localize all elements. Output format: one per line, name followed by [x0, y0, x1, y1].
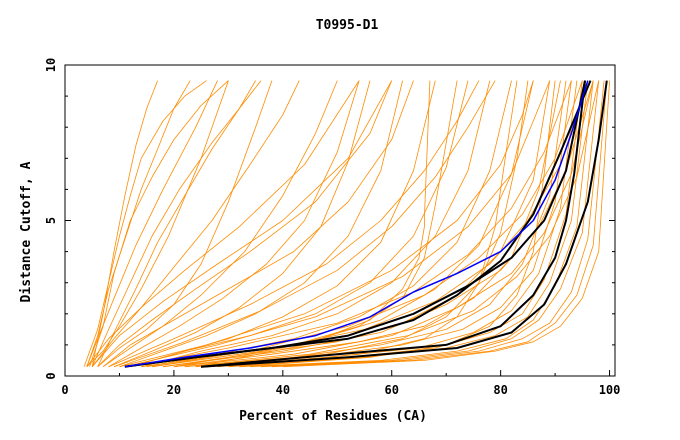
series-line-2 — [89, 80, 229, 367]
series-line-39 — [108, 80, 480, 368]
series-line-44 — [91, 80, 393, 367]
x-tick-label: 20 — [167, 383, 181, 397]
x-tick-label: 40 — [276, 383, 290, 397]
series-line-54 — [124, 80, 589, 368]
x-tick-label: 60 — [385, 383, 399, 397]
series-line-5 — [91, 80, 262, 367]
series-line-7 — [97, 80, 256, 367]
series-line-41 — [97, 80, 393, 367]
series-line-19 — [162, 80, 551, 368]
series-line-35 — [173, 80, 594, 368]
series-line-52 — [201, 80, 586, 368]
series-line-27 — [250, 80, 600, 368]
x-tick-label: 0 — [61, 383, 68, 397]
series-line-11 — [108, 80, 360, 368]
series-line-38 — [124, 80, 551, 368]
y-tick-label: 0 — [44, 372, 58, 379]
series-line-45 — [201, 80, 529, 368]
series-line-30 — [282, 80, 610, 368]
series-line-17 — [146, 80, 512, 368]
series-line-31 — [130, 80, 572, 368]
series-line-29 — [271, 80, 608, 368]
series-line-8 — [91, 80, 300, 367]
series-line-13 — [119, 80, 403, 368]
series-line-26 — [239, 80, 594, 368]
x-tick-label: 100 — [599, 383, 621, 397]
series-line-28 — [260, 80, 605, 368]
series-line-10 — [102, 80, 338, 368]
series-line-20 — [173, 80, 561, 368]
series-line-37 — [119, 80, 534, 368]
series-line-6 — [86, 80, 229, 367]
x-axis-label: Percent of Residues (CA) — [239, 409, 427, 424]
series-line-46 — [228, 80, 518, 368]
series-line-16 — [141, 80, 491, 368]
series-line-12 — [113, 80, 371, 368]
series-line-43 — [86, 80, 360, 367]
series-line-3 — [91, 80, 158, 367]
series-line-53 — [201, 80, 608, 368]
series-line-36 — [184, 80, 600, 368]
series-line-51 — [124, 80, 592, 368]
series-line-4 — [86, 80, 218, 367]
series-line-21 — [184, 80, 567, 368]
y-tick-label: 5 — [44, 217, 58, 224]
series-line-1 — [86, 80, 191, 367]
x-tick-label: 80 — [493, 383, 507, 397]
series-line-0 — [83, 80, 207, 367]
series-line-42 — [102, 80, 414, 368]
series-line-14 — [130, 80, 436, 368]
series-line-47 — [173, 80, 458, 368]
series-line-15 — [130, 80, 469, 368]
y-axis-label: Distance Cutoff, A — [19, 161, 34, 302]
series-layer — [83, 80, 610, 368]
chart-title: T0995-D1 — [316, 18, 379, 33]
y-tick-label: 10 — [44, 58, 58, 72]
tick-layer: 0 20 40 60 80 100 0 5 10 — [44, 58, 620, 397]
series-line-40 — [113, 80, 496, 368]
